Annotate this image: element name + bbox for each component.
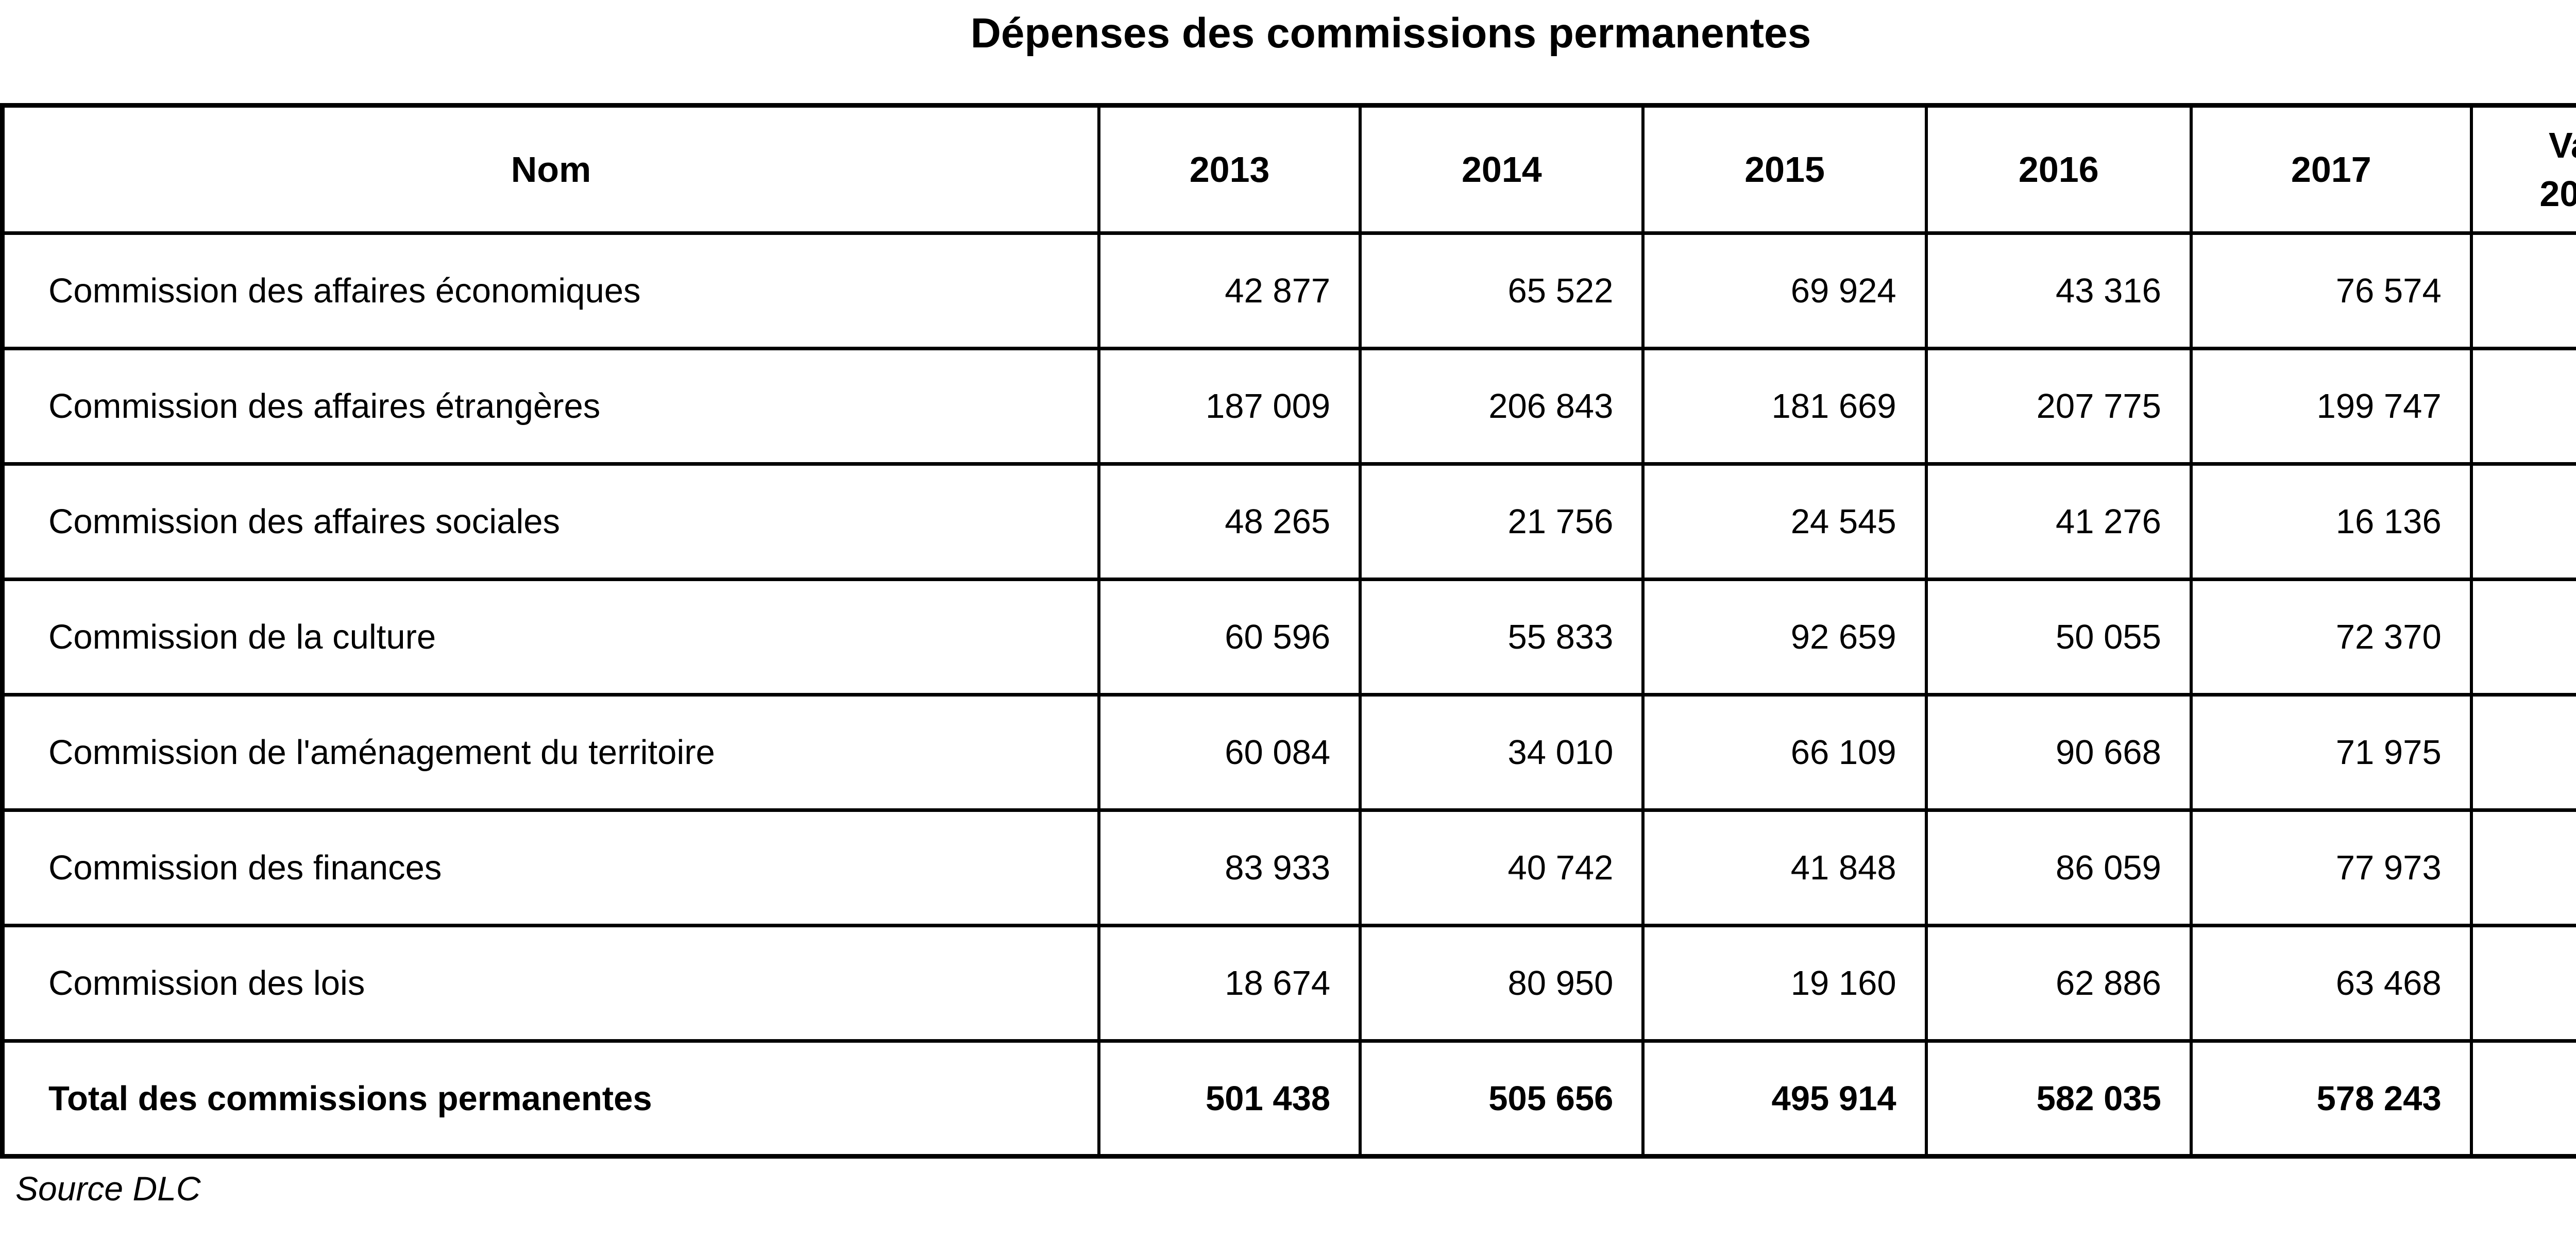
total-label-cell: Total des commissions permanentes — [3, 1041, 1099, 1157]
value-2015-cell: 24 545 — [1643, 464, 1926, 580]
value-2017-cell: 16 136 — [2191, 464, 2471, 580]
variation-header-line2: 2017/2016 — [2539, 174, 2576, 214]
table-row-affaires-etrangeres: Commission des affaires étrangères 187 0… — [3, 349, 2576, 464]
column-header-2013: 2013 — [1099, 106, 1360, 233]
column-header-variation: Variation 2017/2016 — [2471, 106, 2576, 233]
commission-name-cell: Commission des affaires économiques — [3, 233, 1099, 349]
column-header-nom: Nom — [3, 106, 1099, 233]
table-row-finances: Commission des finances 83 933 40 742 41… — [3, 810, 2576, 926]
value-2014-cell: 55 833 — [1360, 580, 1643, 695]
value-2015-cell: 19 160 — [1643, 926, 1926, 1041]
value-2016-cell: 86 059 — [1926, 810, 2191, 926]
column-header-2017: 2017 — [2191, 106, 2471, 233]
commission-name-cell: Commission des finances — [3, 810, 1099, 926]
value-2017-cell: 76 574 — [2191, 233, 2471, 349]
variation-cell: -20,62% — [2471, 695, 2576, 810]
value-2015-cell: 41 848 — [1643, 810, 1926, 926]
column-header-2016: 2016 — [1926, 106, 2191, 233]
table-row-affaires-economiques: Commission des affaires économiques 42 8… — [3, 233, 2576, 349]
value-2016-cell: 90 668 — [1926, 695, 2191, 810]
value-2014-cell: 65 522 — [1360, 233, 1643, 349]
value-2016-cell: 43 316 — [1926, 233, 2191, 349]
header-row: Nom 2013 2014 2015 2016 2017 Variation 20… — [3, 106, 2576, 233]
total-variation-cell: -0,65% — [2471, 1041, 2576, 1157]
value-2014-cell: 40 742 — [1360, 810, 1643, 926]
value-2013-cell: 18 674 — [1099, 926, 1360, 1041]
value-2013-cell: 187 009 — [1099, 349, 1360, 464]
value-2014-cell: 21 756 — [1360, 464, 1643, 580]
variation-header-line1: Variation — [2549, 125, 2576, 165]
value-2015-cell: 92 659 — [1643, 580, 1926, 695]
commission-name-cell: Commission des affaires étrangères — [3, 349, 1099, 464]
table-row-amenagement-territoire: Commission de l'aménagement du territoir… — [3, 695, 2576, 810]
variation-cell: -60,91% — [2471, 464, 2576, 580]
variation-cell: 0,93% — [2471, 926, 2576, 1041]
value-2014-cell: 80 950 — [1360, 926, 1643, 1041]
table-row-affaires-sociales: Commission des affaires sociales 48 265 … — [3, 464, 2576, 580]
value-2014-cell: 206 843 — [1360, 349, 1643, 464]
total-2014-cell: 505 656 — [1360, 1041, 1643, 1157]
value-2015-cell: 66 109 — [1643, 695, 1926, 810]
table-row-total: Total des commissions permanentes 501 43… — [3, 1041, 2576, 1157]
variation-cell: -9,40% — [2471, 810, 2576, 926]
value-2017-cell: 71 975 — [2191, 695, 2471, 810]
commission-name-cell: Commission des lois — [3, 926, 1099, 1041]
value-2016-cell: 41 276 — [1926, 464, 2191, 580]
total-2016-cell: 582 035 — [1926, 1041, 2191, 1157]
commission-name-cell: Commission des affaires sociales — [3, 464, 1099, 580]
commission-name-cell: Commission de l'aménagement du territoir… — [3, 695, 1099, 810]
value-2017-cell: 77 973 — [2191, 810, 2471, 926]
total-2017-cell: 578 243 — [2191, 1041, 2471, 1157]
value-2014-cell: 34 010 — [1360, 695, 1643, 810]
value-2017-cell: 199 747 — [2191, 349, 2471, 464]
total-2015-cell: 495 914 — [1643, 1041, 1926, 1157]
value-2013-cell: 48 265 — [1099, 464, 1360, 580]
value-2017-cell: 63 468 — [2191, 926, 2471, 1041]
column-header-2014: 2014 — [1360, 106, 1643, 233]
column-header-2015: 2015 — [1643, 106, 1926, 233]
value-2013-cell: 60 084 — [1099, 695, 1360, 810]
table-row-lois: Commission des lois 18 674 80 950 19 160… — [3, 926, 2576, 1041]
value-2013-cell: 60 596 — [1099, 580, 1360, 695]
value-2015-cell: 181 669 — [1643, 349, 1926, 464]
variation-cell: -3,86% — [2471, 349, 2576, 464]
value-2016-cell: 62 886 — [1926, 926, 2191, 1041]
value-2016-cell: 207 775 — [1926, 349, 2191, 464]
page-title: Dépenses des commissions permanentes — [0, 9, 2576, 58]
commission-name-cell: Commission de la culture — [3, 580, 1099, 695]
table-row-culture: Commission de la culture 60 596 55 833 9… — [3, 580, 2576, 695]
value-2013-cell: 83 933 — [1099, 810, 1360, 926]
variation-cell: 44,58% — [2471, 580, 2576, 695]
total-2013-cell: 501 438 — [1099, 1041, 1360, 1157]
expenses-table: Nom 2013 2014 2015 2016 2017 Variation 20… — [0, 103, 2576, 1159]
variation-cell: 76,78% — [2471, 233, 2576, 349]
source-note: Source DLC — [0, 1169, 2576, 1208]
value-2017-cell: 72 370 — [2191, 580, 2471, 695]
value-2016-cell: 50 055 — [1926, 580, 2191, 695]
value-2015-cell: 69 924 — [1643, 233, 1926, 349]
value-2013-cell: 42 877 — [1099, 233, 1360, 349]
